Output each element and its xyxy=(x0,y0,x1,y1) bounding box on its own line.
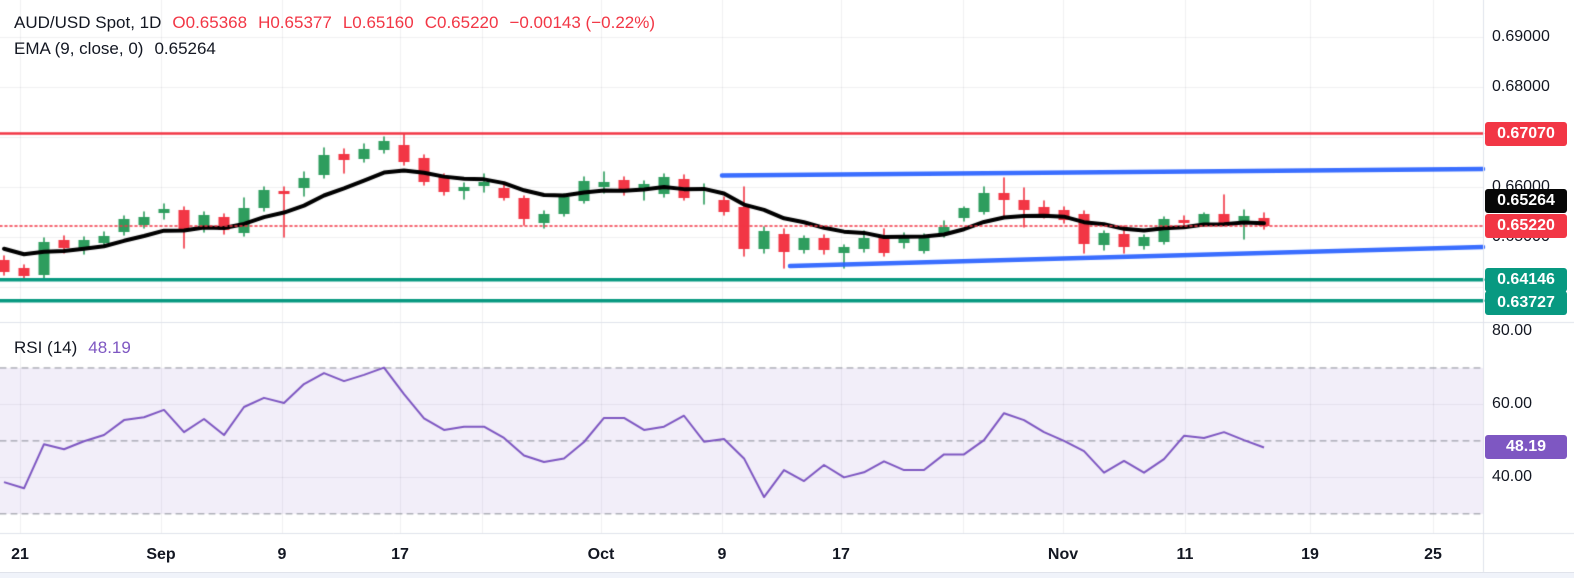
ema-legend-label[interactable]: EMA (9, close, 0) xyxy=(14,39,144,58)
rsi-legend-row: RSI (14) 48.19 xyxy=(14,336,131,360)
symbol-legend-row: AUD/USD Spot, 1D O0.65368 H0.65377 L0.65… xyxy=(14,10,655,36)
time-axis[interactable]: 21 Sep 9 17 Oct 9 17 Nov 11 19 25 xyxy=(0,534,1483,572)
price-axis-label: 0.68000 xyxy=(1492,78,1550,95)
ohlc-close: C0.65220 xyxy=(424,13,499,32)
ohlc-low: L0.65160 xyxy=(342,13,414,32)
bottom-toolbar-strip xyxy=(0,572,1574,578)
symbol-title[interactable]: AUD/USD Spot, 1D xyxy=(14,13,162,32)
support-price-badge: 0.64146 xyxy=(1485,268,1567,292)
rsi-value-badge: 48.19 xyxy=(1485,435,1567,459)
time-tick-label: 11 xyxy=(1176,546,1194,563)
time-tick-label: 25 xyxy=(1424,546,1442,563)
rsi-axis-label: 40.00 xyxy=(1492,468,1533,485)
time-tick-label: 9 xyxy=(277,546,287,563)
ema-legend-value: 0.65264 xyxy=(154,39,216,58)
resistance-price-badge: 0.67070 xyxy=(1485,122,1567,146)
time-tick-label: Nov xyxy=(1047,546,1079,563)
ohlc-change: −0.00143 (−0.22%) xyxy=(509,13,656,32)
time-tick-label: 19 xyxy=(1301,546,1319,563)
rsi-legend-value: 48.19 xyxy=(88,338,131,357)
time-tick-label: Oct xyxy=(587,546,615,563)
ohlc-open: O0.65368 xyxy=(172,13,248,32)
time-tick-label: 9 xyxy=(717,546,727,563)
time-tick-label: 17 xyxy=(391,546,409,563)
price-axis-label: 0.69000 xyxy=(1492,28,1550,45)
ohlc-high: H0.65377 xyxy=(258,13,332,32)
last-price-badge: 0.65220 xyxy=(1485,214,1567,238)
ema-value-badge: 0.65264 xyxy=(1485,189,1567,213)
time-tick-label: 17 xyxy=(832,546,850,563)
rsi-axis-label: 80.00 xyxy=(1492,322,1533,339)
price-axis[interactable]: 0.69000 0.68000 0.66000 0.65000 80.00 60… xyxy=(1484,0,1574,572)
time-tick-label: Sep xyxy=(146,546,176,563)
rsi-legend-label[interactable]: RSI (14) xyxy=(14,338,78,357)
legend: AUD/USD Spot, 1D O0.65368 H0.65377 L0.65… xyxy=(14,10,655,62)
ema-legend-row: EMA (9, close, 0) 0.65264 xyxy=(14,36,655,62)
rsi-axis-label: 60.00 xyxy=(1492,395,1533,412)
support-price-badge: 0.63727 xyxy=(1485,291,1567,315)
time-tick-label: 21 xyxy=(11,546,29,563)
